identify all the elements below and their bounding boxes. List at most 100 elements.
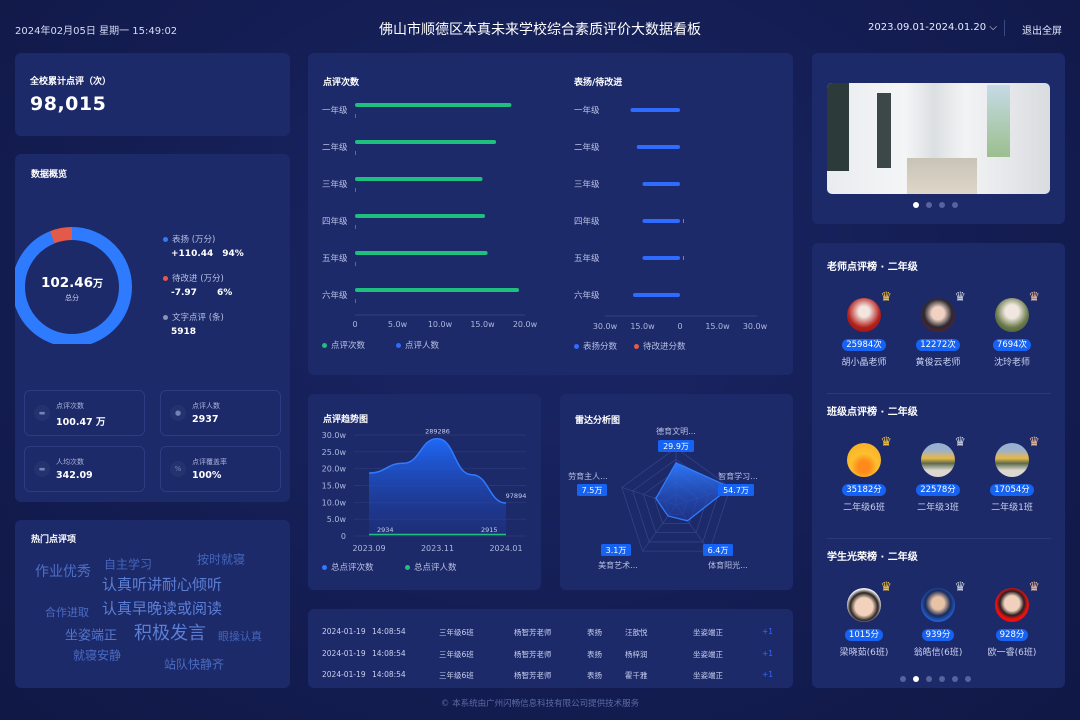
- hot-word[interactable]: 站队快静齐: [164, 657, 225, 672]
- stat-value: 342.09: [56, 470, 93, 481]
- carousel-dot[interactable]: [952, 202, 958, 208]
- ranking-item[interactable]: ♛ 22578分 二年级3班: [903, 435, 973, 513]
- bar-review-count: [355, 140, 497, 144]
- bar-reviewer-count: [355, 299, 356, 303]
- ranking-item[interactable]: ♛ 1015分 梁晓茹(6班): [829, 580, 899, 658]
- legend-reviewer-count: 点评人数: [396, 339, 439, 351]
- score-badge: 12272次: [916, 339, 960, 351]
- hot-word[interactable]: 自主学习: [104, 557, 153, 572]
- carousel-dot[interactable]: [926, 202, 932, 208]
- x-tick-label: 2023.11: [421, 544, 454, 553]
- header-datetime: 2024年02月05日 星期一 15:49:02: [15, 26, 178, 37]
- stat-label: 点评覆盖率: [192, 458, 227, 466]
- data-label: 289286: [425, 428, 450, 436]
- rankings-panel: 老师点评榜 · 二年级 ♛ 25984次 胡小晶老师 ♛ 12272次 黄俊云老师 ♛ 7694…: [812, 243, 1065, 688]
- hot-items-title: 热门点评项: [31, 535, 77, 545]
- legend-text-comments: 文字点评 (条) 5918: [163, 311, 244, 337]
- value-label: 29.9万: [663, 442, 689, 451]
- carousel-dot[interactable]: [913, 202, 919, 208]
- bar-chart-title: 点评次数: [323, 78, 360, 88]
- ranking-name: 二年级1班: [991, 503, 1033, 513]
- cell-item: 坐姿端正: [693, 628, 723, 637]
- radar-title: 雷达分析图: [575, 416, 621, 426]
- ranking-page-dot[interactable]: [952, 676, 958, 682]
- ranking-page-dot[interactable]: [939, 676, 945, 682]
- legend-dot: [574, 344, 579, 349]
- score-badge: 22578分: [916, 484, 960, 496]
- avatar: ♛: [921, 580, 966, 622]
- legend-dot: [396, 343, 401, 348]
- crown-icon: ♛: [880, 580, 892, 595]
- diverging-chart-title: 表扬/待改进: [574, 78, 623, 88]
- hot-word[interactable]: 积极发言: [134, 623, 206, 644]
- legend-dot: [405, 565, 410, 570]
- ranking-page-dot[interactable]: [965, 676, 971, 682]
- value-badge: [718, 484, 754, 496]
- category-label: 六年级: [574, 290, 600, 301]
- crown-icon: ♛: [954, 290, 966, 305]
- stat-review-count: ▬ 点评次数 100.47 万: [24, 390, 145, 436]
- cell-item: 坐姿端正: [693, 671, 723, 680]
- cell-student: 霍千雅: [625, 671, 648, 680]
- legend-label: 总点评次数: [331, 563, 374, 573]
- ranking-page-dots: [900, 676, 971, 682]
- donut-slice-improve: [15, 227, 132, 344]
- carousel-dot[interactable]: [939, 202, 945, 208]
- y-tick-label: 15.0w: [322, 482, 347, 491]
- ranking-page-dot[interactable]: [913, 676, 919, 682]
- score-badge: 928分: [995, 629, 1029, 641]
- ranking-page-dot[interactable]: [926, 676, 932, 682]
- cell-class: 三年级6班: [439, 649, 474, 659]
- ranking-item[interactable]: ♛ 25984次 胡小晶老师: [829, 290, 899, 368]
- hot-word[interactable]: 合作进取: [45, 606, 89, 619]
- crown-icon: ♛: [954, 435, 966, 450]
- ranking-page-dot[interactable]: [900, 676, 906, 682]
- cell-type: 表扬: [587, 671, 602, 680]
- ranking-title: 班级点评榜 · 二年级: [827, 407, 918, 418]
- total-reviews-value: 98,015: [30, 93, 107, 115]
- hot-word[interactable]: 坐姿端正: [65, 628, 118, 644]
- donut-center-label: 总分: [65, 294, 79, 302]
- y-tick-label: 20.0w: [322, 465, 347, 474]
- data-label: 97894: [506, 492, 527, 500]
- avatar: ♛: [847, 580, 892, 622]
- ranking-item[interactable]: ♛ 35182分 二年级6班: [829, 435, 899, 513]
- x-tick-label: 30.0w: [743, 322, 768, 331]
- records-panel: 2024-01-19 14:08:54 三年级6班 杨智芳老师 表扬 汪歆悦 坐姿端正 +1 2…: [308, 609, 793, 688]
- stat-reviewer-count: ● 点评人数 2937: [160, 390, 281, 436]
- ranking-item[interactable]: ♛ 928分 欧一睿(6班): [977, 580, 1047, 658]
- radar-grid: [621, 447, 731, 552]
- cell-score: +1: [762, 648, 774, 658]
- x-tick-label: 15.0w: [630, 322, 655, 331]
- bar-praise-score: [633, 293, 680, 297]
- hot-word[interactable]: 就寝安静: [73, 648, 122, 663]
- line-total-reviews: [368, 437, 507, 504]
- date-range-select[interactable]: 2023.09.01-2024.01.20 ⌵: [868, 22, 997, 33]
- hot-word[interactable]: 作业优秀: [35, 564, 91, 580]
- crown-icon: ♛: [880, 435, 892, 450]
- avatar: ♛: [995, 580, 1040, 622]
- ranking-item[interactable]: ♛ 939分 翁皓信(6班): [903, 580, 973, 658]
- y-tick-label: 5.0w: [327, 515, 347, 524]
- carousel-image[interactable]: [827, 83, 1050, 194]
- cell-item: 坐姿端正: [693, 649, 723, 659]
- ranking-item[interactable]: ♛ 12272次 黄俊云老师: [903, 290, 973, 368]
- legend-label: 总点评人数: [414, 563, 457, 573]
- radar-panel: 雷达分析图 29.9万 德育文明... 54.7万 智育学习... 6.4万 体育阳光..…: [560, 394, 793, 590]
- hot-word[interactable]: 认真听讲耐心倾听: [102, 575, 223, 594]
- hot-word[interactable]: 眼操认真: [218, 630, 262, 643]
- bar-praise-score: [630, 108, 680, 112]
- category-label: 二年级: [322, 142, 348, 153]
- exit-fullscreen-button[interactable]: 退出全屏: [1022, 26, 1062, 37]
- stat-label: 点评次数: [56, 402, 84, 410]
- legend-review-count: 点评次数: [322, 339, 365, 351]
- crown-icon: ♛: [880, 290, 892, 305]
- photo-carousel: [812, 53, 1065, 224]
- section-divider: [827, 538, 1051, 539]
- cell-type: 表扬: [587, 649, 602, 659]
- ranking-item[interactable]: ♛ 17054分 二年级1班: [977, 435, 1047, 513]
- ranking-item[interactable]: ♛ 7694次 沈玲老师: [977, 290, 1047, 368]
- hot-word[interactable]: 认真早晚读或阅读: [102, 599, 223, 618]
- score-badge: 7694次: [992, 339, 1032, 351]
- hot-word[interactable]: 按时就寝: [197, 552, 246, 567]
